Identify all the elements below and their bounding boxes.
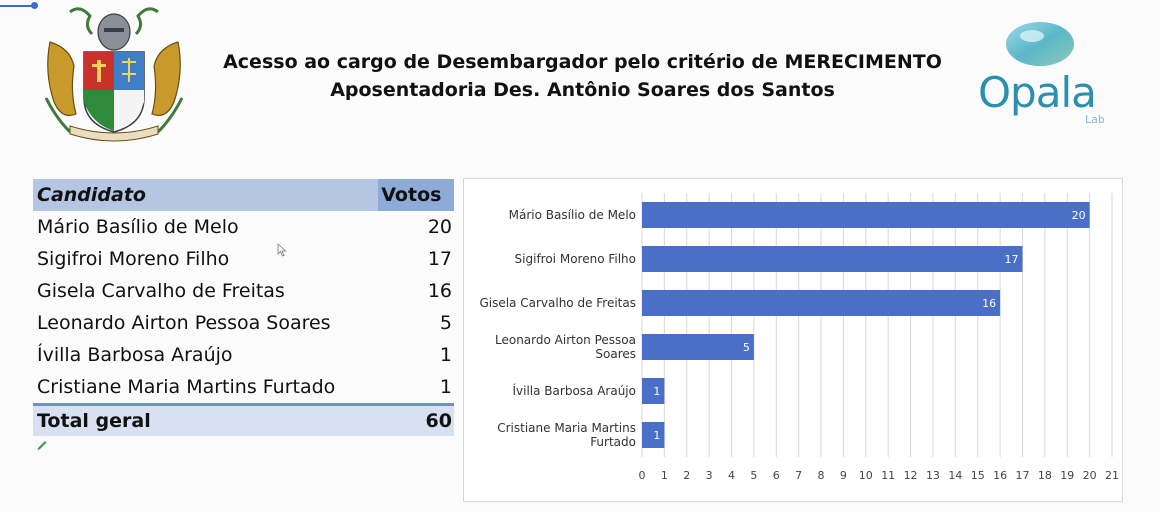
top-edge-line xyxy=(0,5,34,7)
x-tick-label: 12 xyxy=(904,469,918,482)
bar xyxy=(642,422,665,448)
category-label: Cristiane Maria Martins xyxy=(497,421,636,435)
chart-canvas: 0 1 2 3 4 5 6 7 8 9 10 11 12 13 14 15 16 17 18 19 20 2120Mári… xyxy=(479,193,1119,482)
x-tick-label: 6 xyxy=(773,469,780,482)
candidate-votes: 1 xyxy=(439,344,452,366)
candidate-name: Cristiane Maria Martins Furtado xyxy=(37,376,336,398)
candidate-votes: 17 xyxy=(427,248,452,270)
x-tick-label: 18 xyxy=(1038,469,1052,482)
data-label: 1 xyxy=(653,429,660,442)
title-line-1: Acesso ao cargo de Desembargador pelo cr… xyxy=(223,51,942,73)
x-tick-label: 16 xyxy=(993,469,1007,482)
category-label: Soares xyxy=(595,347,636,361)
x-tick-label: 9 xyxy=(840,469,847,482)
category-label: Mário Basílio de Melo xyxy=(509,208,636,222)
data-label: 17 xyxy=(1004,253,1018,266)
candidate-name: Mário Basílio de Melo xyxy=(37,216,239,238)
category-label: Sigifroi Moreno Filho xyxy=(515,252,636,266)
x-tick-label: 3 xyxy=(706,469,713,482)
candidate-name: Sigifroi Moreno Filho xyxy=(37,248,230,270)
candidate-name: Ívilla Barbosa Araújo xyxy=(37,344,233,366)
candidate-name: Leonardo Airton Pessoa Soares xyxy=(37,312,331,334)
table-row: Mário Basílio de Melo 20 xyxy=(33,211,454,243)
x-tick-label: 1 xyxy=(661,469,668,482)
data-label: 5 xyxy=(743,341,750,354)
x-tick-label: 14 xyxy=(948,469,962,482)
logo-word: Opala xyxy=(978,68,1097,117)
x-tick-label: 4 xyxy=(728,469,735,482)
x-tick-label: 5 xyxy=(750,469,757,482)
x-tick-label: 21 xyxy=(1105,469,1119,482)
table-total-row: Total geral 60 xyxy=(33,403,454,436)
table-header-row: Candidato Votos xyxy=(33,179,454,211)
bar xyxy=(642,246,1023,272)
title-line-2: Aposentadoria Des. Antônio Soares dos Sa… xyxy=(330,79,835,101)
column-header-candidate: Candidato xyxy=(33,179,379,211)
votes-bar-chart: 0 1 2 3 4 5 6 7 8 9 10 11 12 13 14 15 16 17 18 19 20 21 20 Mári… xyxy=(463,178,1123,502)
votes-table: Candidato Votos Mário Basílio de Melo 20… xyxy=(33,179,454,436)
mouse-cursor-icon xyxy=(277,243,287,257)
column-header-votes: Votos xyxy=(378,179,454,211)
x-tick-label: 17 xyxy=(1015,469,1029,482)
candidate-votes: 20 xyxy=(427,216,452,238)
total-label: Total geral xyxy=(33,403,379,436)
table-row: Gisela Carvalho de Freitas 16 xyxy=(33,275,454,307)
table-row: Sigifroi Moreno Filho 17 xyxy=(33,243,454,275)
category-label: Leonardo Airton Pessoa xyxy=(495,333,636,347)
x-tick-label: 0 xyxy=(639,469,646,482)
x-tick-label: 10 xyxy=(859,469,873,482)
bar xyxy=(642,290,1001,316)
category-label: Gisela Carvalho de Freitas xyxy=(479,296,636,310)
candidate-votes: 5 xyxy=(439,312,452,334)
x-tick-label: 15 xyxy=(971,469,985,482)
category-label: Ívilla Barbosa Araújo xyxy=(513,383,637,398)
x-tick-label: 2 xyxy=(683,469,690,482)
table-row: Cristiane Maria Martins Furtado 1 xyxy=(33,371,454,405)
x-tick-label: 8 xyxy=(818,469,825,482)
opal-gem-icon xyxy=(1006,22,1074,66)
top-edge-dot xyxy=(31,2,38,9)
x-tick-label: 13 xyxy=(926,469,940,482)
x-tick-label: 19 xyxy=(1060,469,1074,482)
x-tick-label: 11 xyxy=(881,469,895,482)
total-value: 60 xyxy=(378,403,454,436)
x-tick-label: 7 xyxy=(795,469,802,482)
logo-sub: Lab xyxy=(1085,113,1105,126)
opala-lab-logo: Opala Lab xyxy=(972,18,1122,130)
bar xyxy=(642,202,1090,228)
data-label: 20 xyxy=(1072,209,1086,222)
report-title: Acesso ao cargo de Desembargador pelo cr… xyxy=(215,48,950,104)
bar xyxy=(642,334,754,360)
candidate-name: Gisela Carvalho de Freitas xyxy=(37,280,285,302)
data-label: 1 xyxy=(653,385,660,398)
data-label: 16 xyxy=(982,297,996,310)
candidate-votes: 16 xyxy=(427,280,452,302)
court-crest-logo xyxy=(44,7,184,142)
bar xyxy=(642,378,665,404)
table-row: Leonardo Airton Pessoa Soares 5 xyxy=(33,307,454,339)
pencil-icon[interactable] xyxy=(35,437,49,451)
table-row: Ívilla Barbosa Araújo 1 xyxy=(33,339,454,371)
candidate-votes: 1 xyxy=(439,376,452,398)
x-tick-label: 20 xyxy=(1083,469,1097,482)
category-label: Furtado xyxy=(590,435,636,449)
